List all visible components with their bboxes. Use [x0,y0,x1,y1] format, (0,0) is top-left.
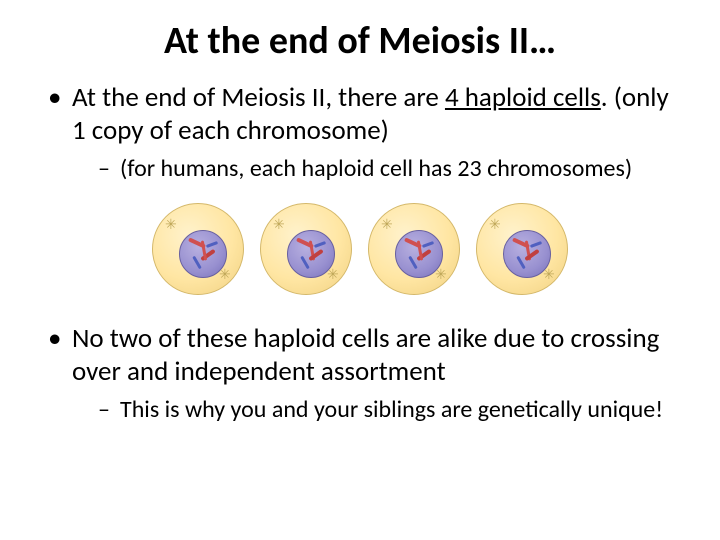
chromatin-icon [404,238,422,249]
cell-membrane-icon: ✳ ✳ [476,203,568,295]
slide-container: At the end of Meiosis II… At the end of … [0,0,720,450]
nucleus-icon [503,230,551,278]
haploid-cells-diagram: ✳ ✳ ✳ ✳ [40,199,680,299]
nucleus-icon [287,230,335,278]
slide-title: At the end of Meiosis II… [40,18,680,64]
chromatin-icon [422,241,434,248]
cell-membrane-icon: ✳ ✳ [368,203,460,295]
bullet-1-underlined: 4 haploid cells [445,81,601,114]
bullet-1: At the end of Meiosis II, there are 4 ha… [48,82,680,183]
nucleus-icon [179,230,227,278]
bullet-2-text: No two of these haploid cells are alike … [72,322,659,388]
bullet-2-sublist: This is why you and your siblings are ge… [72,395,680,424]
bullet-2-sub: This is why you and your siblings are ge… [98,395,680,424]
haploid-cell-4: ✳ ✳ [472,199,572,299]
haploid-cell-2: ✳ ✳ [256,199,356,299]
bullet-list-2: No two of these haploid cells are alike … [40,323,680,424]
bullet-2: No two of these haploid cells are alike … [48,323,680,424]
chromatin-icon [206,241,218,248]
chromatin-icon [314,241,326,248]
bullet-1-sub: (for humans, each haploid cell has 23 ch… [98,154,680,183]
bullet-list: At the end of Meiosis II, there are 4 ha… [40,82,680,183]
haploid-cell-1: ✳ ✳ [148,199,248,299]
haploid-cell-3: ✳ ✳ [364,199,464,299]
bullet-1-sublist: (for humans, each haploid cell has 23 ch… [72,154,680,183]
cell-membrane-icon: ✳ ✳ [152,203,244,295]
centrosome-icon: ✳ [489,216,501,233]
centrosome-icon: ✳ [381,216,393,233]
bullet-1-text-pre: At the end of Meiosis II, there are [72,81,445,114]
centrosome-icon: ✳ [273,216,285,233]
centrosome-icon: ✳ [165,216,177,233]
chromatin-icon [530,241,542,248]
nucleus-icon [395,230,443,278]
cell-membrane-icon: ✳ ✳ [260,203,352,295]
